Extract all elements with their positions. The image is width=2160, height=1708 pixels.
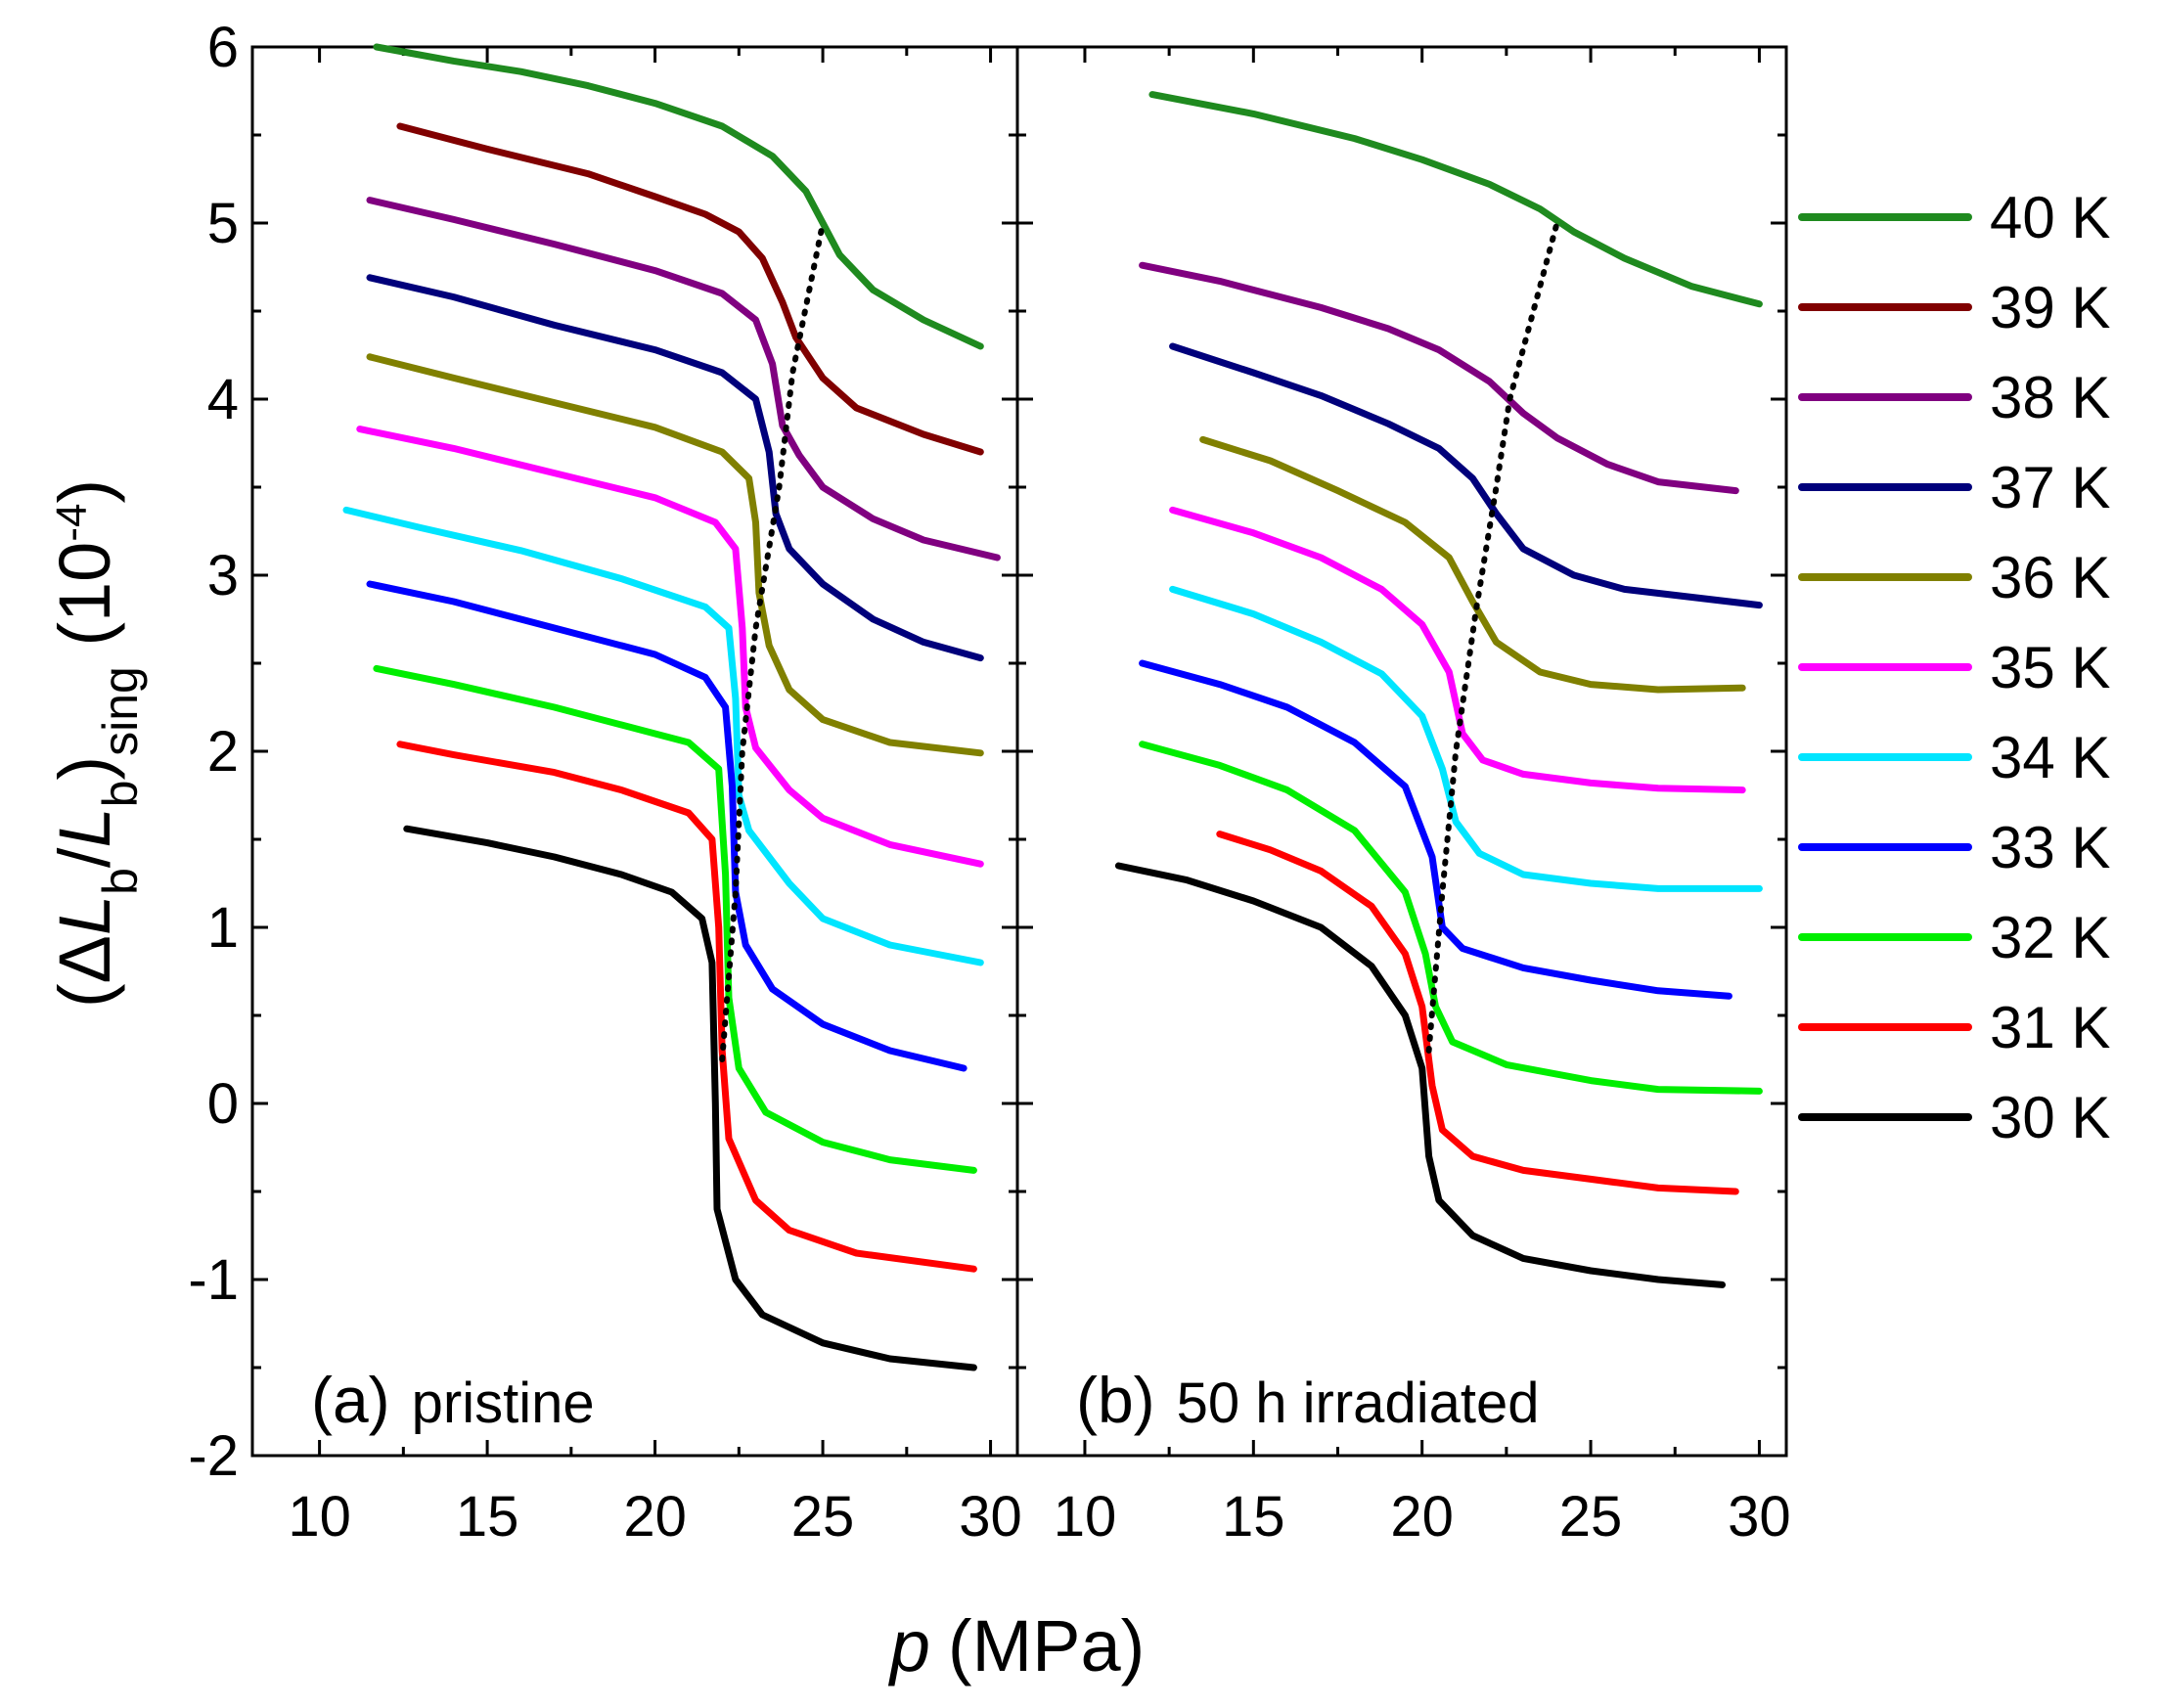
y-tick-label: 2 bbox=[207, 720, 239, 784]
legend-label: 39 K bbox=[1990, 275, 2110, 340]
y-title-unit-close: ) bbox=[44, 479, 125, 504]
series-line-37k bbox=[366, 274, 984, 662]
x-tick-label: 15 bbox=[456, 1485, 519, 1549]
series-line-38k bbox=[1139, 261, 1739, 495]
series-line-38k bbox=[366, 197, 1001, 562]
legend-label: 38 K bbox=[1990, 365, 2110, 430]
y-tick-label: 4 bbox=[207, 368, 239, 431]
panel-b: 10 15 20 25 30 (b) 50 h irradiated bbox=[1015, 45, 1791, 1549]
y-title-unit-open: (10 bbox=[44, 542, 125, 667]
x-title-unit: (MPa) bbox=[948, 1605, 1145, 1686]
x-axis-title: p (MPa) bbox=[888, 1605, 1146, 1686]
x-tick-label: 25 bbox=[1559, 1485, 1623, 1549]
y-title-slash: / bbox=[44, 847, 125, 868]
legend-label: 31 K bbox=[1990, 995, 2110, 1060]
series-line-39k bbox=[396, 122, 984, 456]
y-tick-label: -1 bbox=[188, 1248, 239, 1312]
x-tick-label: 30 bbox=[959, 1485, 1022, 1549]
y-tick-label: 1 bbox=[207, 896, 239, 960]
series-line-33k bbox=[366, 580, 968, 1072]
x-tick-label: 15 bbox=[1222, 1485, 1285, 1549]
series-line-40k bbox=[1148, 91, 1763, 308]
legend-label: 34 K bbox=[1990, 725, 2110, 790]
y-title-b2: b bbox=[93, 781, 148, 808]
y-tick-label: 6 bbox=[207, 16, 239, 79]
legend-label: 32 K bbox=[1990, 905, 2110, 970]
legend-label: 36 K bbox=[1990, 545, 2110, 610]
panel-label-letter: (a) bbox=[311, 1364, 390, 1436]
transition-guide-line bbox=[719, 220, 827, 1062]
legend-label: 33 K bbox=[1990, 815, 2110, 880]
x-title-main: p bbox=[888, 1605, 930, 1686]
y-tick-label: -2 bbox=[188, 1424, 239, 1488]
series-line-40k bbox=[373, 43, 984, 350]
y-title-close: ) bbox=[44, 756, 125, 781]
panel-label: (b) 50 h irradiated bbox=[1076, 1364, 1539, 1436]
series-line-36k bbox=[1199, 435, 1746, 694]
series-line-31k bbox=[1216, 831, 1739, 1195]
y-title-L2: L bbox=[44, 807, 125, 847]
x-tick-label: 20 bbox=[1390, 1485, 1454, 1549]
series-line-30k bbox=[1114, 862, 1726, 1288]
series-line-35k bbox=[1169, 506, 1746, 794]
series-line-34k bbox=[342, 506, 984, 966]
series-line-32k bbox=[1139, 741, 1763, 1095]
series-line-37k bbox=[1169, 342, 1763, 609]
legend-label: 30 K bbox=[1990, 1085, 2110, 1150]
x-tick-label: 10 bbox=[1054, 1485, 1117, 1549]
panel-frame bbox=[250, 45, 1019, 1458]
y-tick-label: 3 bbox=[207, 544, 239, 607]
y-title-L1: L bbox=[44, 895, 125, 935]
series-line-35k bbox=[356, 426, 984, 868]
y-tick-label: 5 bbox=[207, 192, 239, 255]
x-tick-label: 30 bbox=[1728, 1485, 1791, 1549]
series-line-30k bbox=[403, 825, 977, 1371]
legend-label: 35 K bbox=[1990, 635, 2110, 700]
y-title-open: (Δ bbox=[44, 935, 125, 1008]
legend-label: 37 K bbox=[1990, 455, 2110, 520]
series-line-36k bbox=[366, 353, 984, 757]
y-tick-label: 0 bbox=[207, 1072, 239, 1136]
x-tick-label: 25 bbox=[791, 1485, 855, 1549]
series-line-34k bbox=[1169, 585, 1763, 892]
transition-guide-line bbox=[1425, 220, 1560, 1054]
y-title-sub: sing bbox=[93, 666, 148, 756]
y-title-unit-exp: -4 bbox=[48, 504, 96, 542]
y-axis-title: (ΔLb/Lb)sing (10-4) bbox=[44, 479, 148, 1008]
series-line-32k bbox=[373, 664, 977, 1174]
series-line-33k bbox=[1139, 659, 1732, 1000]
panel-label-letter: (b) bbox=[1076, 1364, 1155, 1436]
series-line-31k bbox=[396, 741, 977, 1273]
panel-label-text: 50 h irradiated bbox=[1177, 1371, 1540, 1435]
y-title-b1: b bbox=[93, 868, 148, 895]
panel-a: 10 15 20 25 30 (a) pristine bbox=[250, 43, 1022, 1549]
legend-label: 40 K bbox=[1990, 185, 2110, 250]
panel-label-text: pristine bbox=[412, 1371, 595, 1435]
x-tick-label: 10 bbox=[288, 1485, 351, 1549]
legend: 40 K 39 K 38 K 37 K 36 K 35 K 34 K 33 K 32 K 31 K… bbox=[1798, 185, 2110, 1150]
y-axis: -2 -1 0 1 2 3 4 5 6 bbox=[188, 16, 239, 1488]
x-tick-label: 20 bbox=[623, 1485, 687, 1549]
panel-frame bbox=[1015, 45, 1788, 1458]
panel-label: (a) pristine bbox=[311, 1364, 595, 1436]
